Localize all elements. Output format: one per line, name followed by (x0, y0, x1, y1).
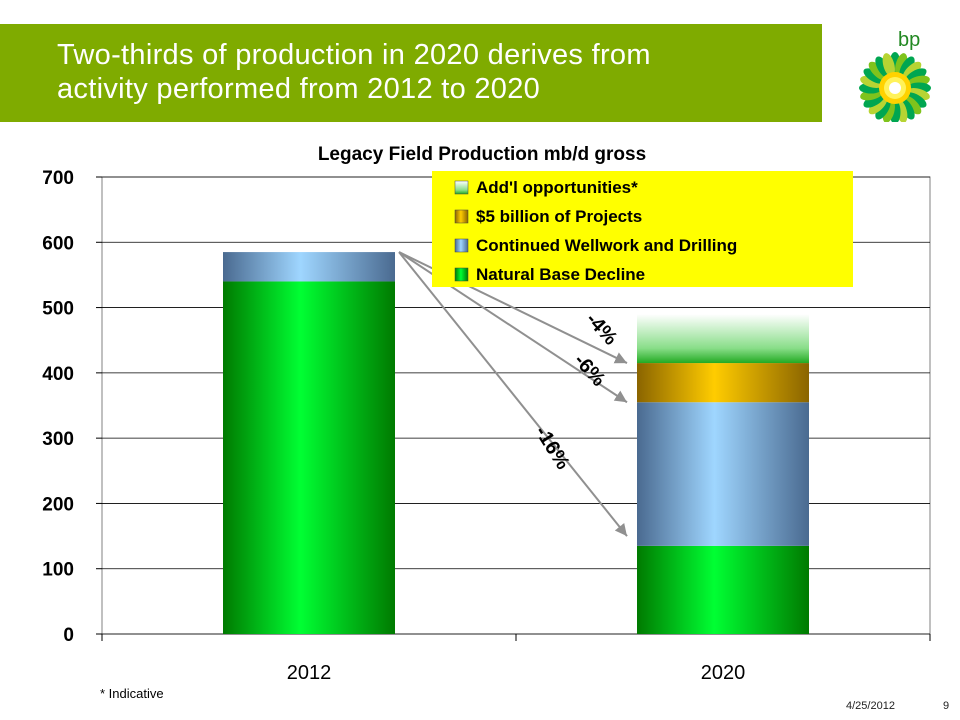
legend-swatch (454, 238, 469, 253)
legend-label: Add'l opportunities* (476, 178, 638, 197)
bp-helios-logo: bp (859, 29, 931, 122)
legend-box (432, 171, 853, 287)
bar-segment (223, 252, 395, 282)
x-tick-label: 2012 (287, 662, 332, 684)
x-tick-label: 2020 (701, 662, 746, 684)
y-tick-label: 400 (42, 364, 74, 385)
bar-segment (637, 363, 809, 403)
bp-logo-text: bp (898, 29, 920, 51)
y-tick-label: 200 (42, 494, 74, 515)
bar-segment (223, 281, 395, 634)
chart-title: Legacy Field Production mb/d gross (318, 144, 646, 165)
legend-label: Continued Wellwork and Drilling (476, 236, 737, 255)
change-arrow (398, 251, 628, 537)
title-banner: Two-thirds of production in 2020 derives… (0, 24, 822, 122)
logo-petal (899, 56, 915, 78)
legend-swatch (454, 209, 469, 224)
bar-segment (637, 314, 809, 364)
slide-date: 4/25/2012 (846, 700, 895, 712)
legend-swatch (454, 180, 469, 195)
y-tick-label: 300 (42, 429, 74, 450)
logo-petal (875, 98, 891, 120)
logo-petal (868, 95, 888, 115)
chart-legend: Add'l opportunities* $5 billion of Projec… (432, 171, 853, 287)
bar-segment (637, 402, 809, 546)
page-number: 9 (943, 700, 950, 712)
helios-flower-icon (859, 52, 931, 122)
legend-swatch (454, 267, 469, 282)
logo-petal (863, 68, 885, 84)
logo-petal (905, 92, 927, 108)
legacy-production-chart: Legacy Field Production mb/d gross 0 100 2… (42, 144, 931, 684)
logo-petal (902, 61, 922, 81)
legend-label: Natural Base Decline (476, 265, 645, 284)
legend-label: $5 billion of Projects (476, 207, 642, 226)
y-tick-label: 100 (42, 560, 74, 581)
footnote: * Indicative (100, 686, 164, 701)
y-tick-label: 700 (42, 168, 74, 189)
bar-segment (637, 545, 809, 634)
y-tick-label: 0 (63, 625, 74, 646)
logo-petal (882, 53, 895, 77)
slide-title: Two-thirds of production in 2020 derives… (57, 39, 651, 105)
y-tick-label: 600 (42, 233, 74, 254)
logo-petal (902, 95, 922, 115)
logo-petal (868, 61, 888, 81)
y-tick-label: 500 (42, 299, 74, 320)
